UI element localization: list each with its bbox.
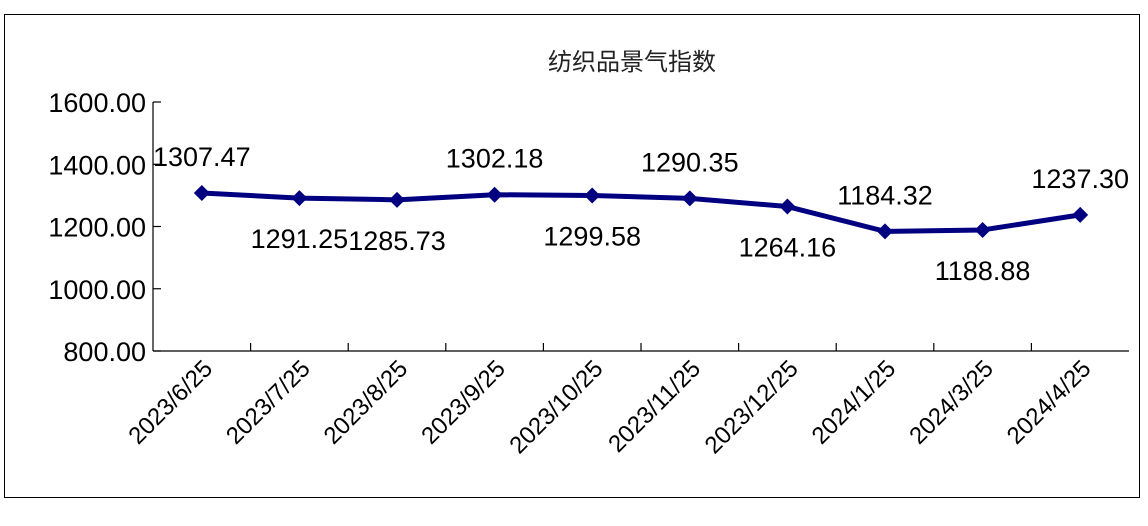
- y-tick-label: 1400.00: [48, 150, 146, 180]
- x-tick-label: 2023/10/25: [504, 355, 608, 459]
- data-points: [193, 185, 1089, 240]
- data-point-marker: [291, 190, 308, 207]
- data-label: 1188.88: [935, 256, 1031, 286]
- series-line: [201, 190, 1081, 234]
- data-point-marker: [486, 186, 503, 203]
- x-tick-label: 2023/6/25: [123, 355, 218, 450]
- data-point-marker: [389, 191, 405, 208]
- x-tick-label: 2024/1/25: [807, 355, 902, 450]
- data-label: 1237.30: [1031, 164, 1129, 194]
- x-tick-label: 2023/7/25: [221, 355, 316, 450]
- y-tick-label: 1600.00: [48, 88, 146, 118]
- data-point-marker: [681, 190, 698, 207]
- data-label: 1291.25: [251, 224, 349, 254]
- data-label: 1285.73: [348, 226, 446, 256]
- data-point-marker: [779, 198, 796, 215]
- x-tick-label: 2023/8/25: [319, 355, 414, 450]
- x-tick-label: 2023/12/25: [700, 355, 804, 459]
- data-label: 1307.47: [153, 142, 251, 172]
- data-point-marker: [193, 185, 210, 202]
- y-tick-label: 1000.00: [48, 275, 146, 305]
- data-point-marker: [1072, 206, 1089, 223]
- x-tick-label: 2023/11/25: [603, 355, 706, 458]
- x-tick-label: 2023/9/25: [416, 355, 511, 450]
- series-polyline: [201, 190, 1081, 234]
- y-tick-label: 800.00: [63, 337, 146, 367]
- data-point-marker: [584, 187, 601, 204]
- x-tick-label: 2024/4/25: [1002, 355, 1097, 450]
- data-label: 1264.16: [739, 233, 837, 263]
- chart-frame: [4, 14, 1140, 498]
- data-label: 1299.58: [543, 222, 641, 252]
- data-label: 1184.32: [837, 180, 933, 210]
- x-tick-label: 2024/3/25: [904, 355, 999, 450]
- data-label: 1290.35: [641, 147, 739, 177]
- data-label: 1302.18: [446, 144, 544, 174]
- chart-title: 纺织品景气指数: [548, 48, 716, 76]
- data-labels: 1307.47 1291.25 1285.73 1302.18 1299.58 1290.…: [153, 142, 1129, 286]
- data-point-marker: [877, 223, 893, 240]
- y-tick-label: 1200.00: [48, 213, 146, 243]
- data-point-marker: [974, 221, 991, 238]
